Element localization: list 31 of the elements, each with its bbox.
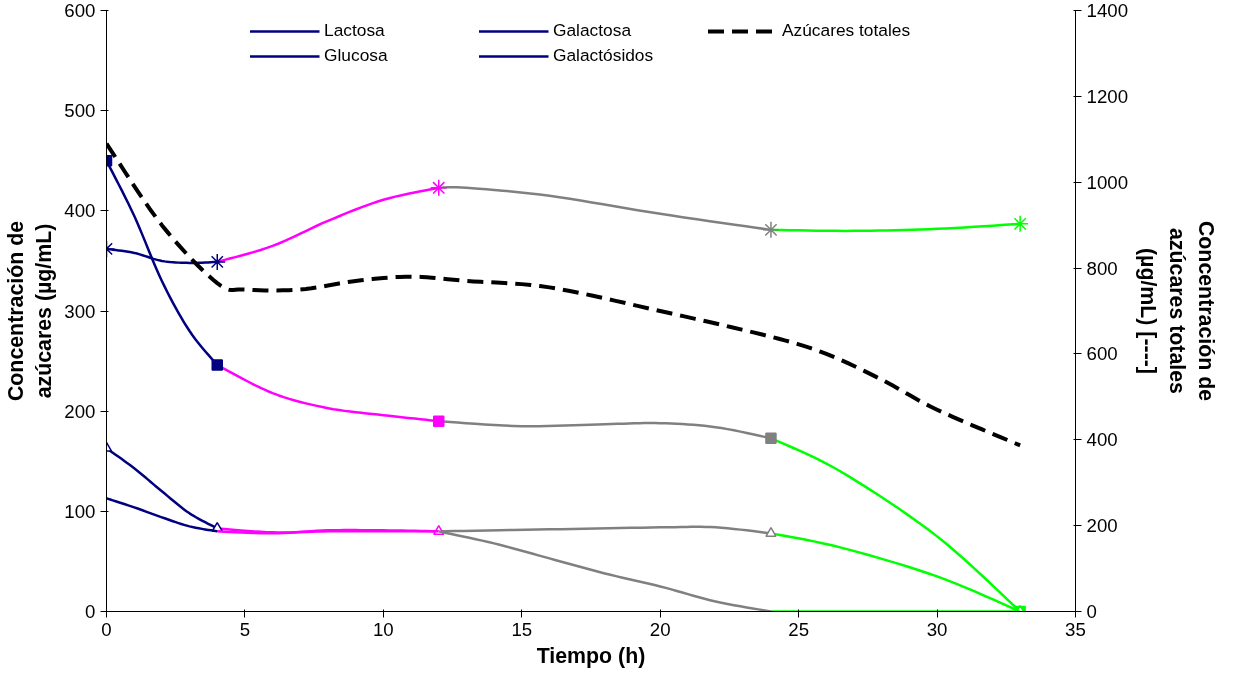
x-tick-label: 20	[649, 618, 671, 640]
y-tick-label: 500	[64, 100, 96, 122]
y2-tick-label: 1200	[1086, 85, 1129, 107]
y-tick-label: 200	[64, 400, 96, 422]
x-axis-title: Tiempo (h)	[536, 643, 646, 668]
y-tick-label: 400	[64, 200, 96, 222]
y-tick-label: 100	[64, 500, 96, 522]
x-tick-label: 30	[926, 618, 948, 640]
y-tick-label: 0	[85, 601, 96, 622]
y2-tick-label: 800	[1086, 257, 1118, 279]
y2-tick-label: 600	[1086, 343, 1118, 365]
y2-axis-title: Concentración de azúcares totales (µg/mL) [----]	[1136, 220, 1218, 402]
y2-tick-label: 400	[1086, 429, 1118, 451]
x-tick-label: 35	[1065, 618, 1086, 640]
x-tick-label: 25	[788, 618, 810, 640]
legend-label: Galactósidos	[553, 45, 655, 66]
y2-tick-label: 1000	[1086, 171, 1129, 193]
y2-tick-label: 1400	[1086, 0, 1129, 21]
y2-tick-label: 200	[1086, 515, 1118, 537]
y-axis-title: Concentración de azúcares (µg/mL)	[3, 220, 57, 402]
legend-label: Glucosa	[324, 45, 389, 66]
legend-label: Lactosa	[324, 20, 386, 41]
y2-tick-label: 0	[1086, 601, 1097, 622]
x-tick-label: 0	[101, 618, 112, 640]
legend-label: Azúcares totales	[782, 20, 912, 41]
y-tick-label: 600	[64, 0, 96, 21]
x-tick-label: 15	[511, 618, 533, 640]
legend-label: Galactosa	[553, 20, 633, 41]
y-tick-label: 300	[64, 300, 96, 322]
x-tick-label: 10	[372, 618, 394, 640]
x-tick-label: 5	[239, 618, 251, 640]
